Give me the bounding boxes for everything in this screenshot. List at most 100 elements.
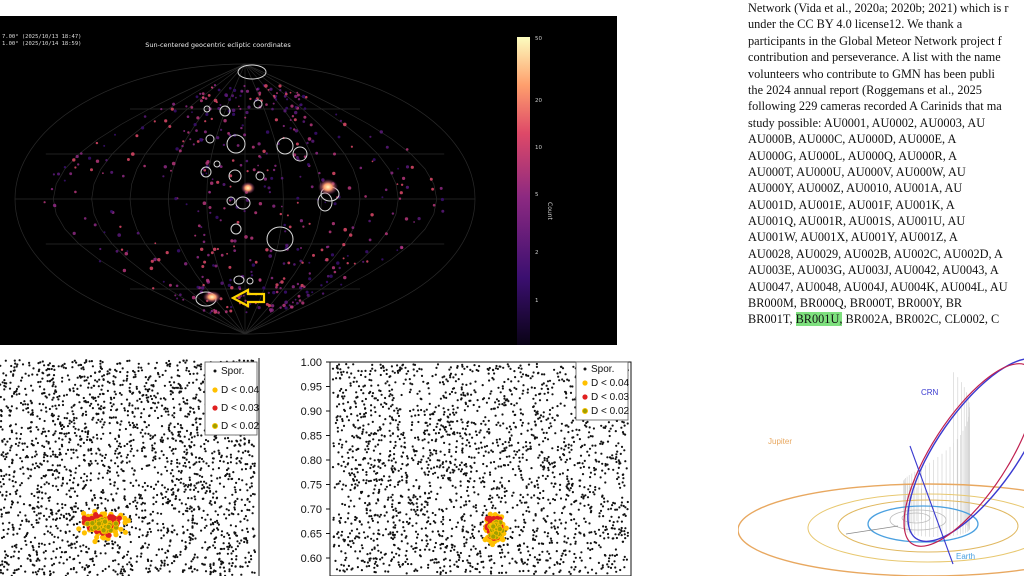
sporadic-point xyxy=(527,559,529,561)
sporadic-point xyxy=(30,421,32,423)
radiant-point xyxy=(122,175,125,178)
colorbar-tick: 2 xyxy=(535,250,539,256)
sporadic-point xyxy=(90,479,92,481)
sporadic-point xyxy=(373,450,375,452)
sporadic-point xyxy=(9,438,11,440)
radiant-point xyxy=(332,222,335,225)
sporadic-point xyxy=(527,494,529,496)
sporadic-point xyxy=(196,429,198,431)
sporadic-point xyxy=(74,432,76,434)
sporadic-point xyxy=(157,512,159,514)
radiant-point xyxy=(212,178,214,180)
sporadic-point xyxy=(1,515,3,517)
sporadic-point xyxy=(84,380,86,382)
sporadic-point xyxy=(460,485,462,487)
sporadic-point xyxy=(615,430,617,432)
sporadic-point xyxy=(621,521,623,523)
sporadic-point xyxy=(188,382,190,384)
sporadic-point xyxy=(56,518,58,520)
sporadic-point xyxy=(52,485,54,487)
radiant-point xyxy=(290,105,293,108)
sporadic-point xyxy=(223,536,225,538)
sporadic-point xyxy=(173,407,175,409)
sporadic-point xyxy=(406,455,408,457)
sporadic-point xyxy=(367,521,369,523)
radiant-point xyxy=(239,108,241,110)
sporadic-point xyxy=(149,528,151,530)
radiant-point xyxy=(194,123,197,126)
sporadic-point xyxy=(203,481,205,483)
radiant-point xyxy=(362,261,364,263)
sporadic-point xyxy=(428,387,430,389)
sporadic-point xyxy=(585,426,587,428)
sporadic-point xyxy=(475,507,477,509)
sporadic-point xyxy=(524,522,526,524)
sporadic-point xyxy=(593,467,595,469)
radiant-point xyxy=(311,140,314,143)
sporadic-point xyxy=(426,535,428,537)
sporadic-point xyxy=(119,452,121,454)
sporadic-point xyxy=(428,471,430,473)
sporadic-point xyxy=(43,446,45,448)
sporadic-point xyxy=(63,433,65,435)
sporadic-point xyxy=(584,444,586,446)
sporadic-point xyxy=(117,507,119,509)
sporadic-point xyxy=(198,408,200,410)
sporadic-point xyxy=(78,429,80,431)
sporadic-point xyxy=(536,558,538,560)
sporadic-point xyxy=(613,521,615,523)
sporadic-point xyxy=(71,410,73,412)
sporadic-point xyxy=(229,475,231,477)
sporadic-point xyxy=(370,414,372,416)
sporadic-point xyxy=(480,423,482,425)
sporadic-point xyxy=(367,561,369,563)
sporadic-point xyxy=(559,489,561,491)
sporadic-point xyxy=(173,381,175,383)
sporadic-point xyxy=(474,443,476,445)
legend-label: D < 0.02 xyxy=(221,421,260,432)
radiant-point xyxy=(144,115,147,118)
sporadic-point xyxy=(147,379,149,381)
radiant-point xyxy=(292,115,294,117)
sporadic-point xyxy=(91,396,93,398)
sporadic-point xyxy=(185,369,187,371)
sporadic-point xyxy=(186,403,188,405)
sporadic-point xyxy=(126,554,128,556)
sporadic-point xyxy=(102,477,104,479)
radiant-point xyxy=(326,246,329,249)
sporadic-point xyxy=(627,532,629,534)
sporadic-point xyxy=(609,456,611,458)
sporadic-point xyxy=(578,509,580,511)
sporadic-point xyxy=(254,551,256,553)
sporadic-point xyxy=(117,544,119,546)
sporadic-point xyxy=(28,362,30,364)
sporadic-point xyxy=(407,563,409,565)
sporadic-point xyxy=(39,403,41,405)
sporadic-point xyxy=(447,421,449,423)
sporadic-point xyxy=(520,470,522,472)
sporadic-point xyxy=(181,540,183,542)
radiant-point xyxy=(164,119,167,122)
sporadic-point xyxy=(616,451,618,453)
sporadic-point xyxy=(38,559,40,561)
radiant-point xyxy=(314,132,317,135)
radiant-point xyxy=(174,197,177,200)
sporadic-point xyxy=(51,414,53,416)
sporadic-point xyxy=(343,425,345,427)
sporadic-point xyxy=(194,366,196,368)
sporadic-point xyxy=(38,543,40,545)
sporadic-point xyxy=(491,497,493,499)
radiant-point xyxy=(296,92,298,94)
radiant-point xyxy=(255,261,258,264)
sporadic-point xyxy=(570,449,572,451)
sporadic-point xyxy=(177,387,179,389)
radiant-point xyxy=(298,295,301,298)
sporadic-point xyxy=(416,506,418,508)
sporadic-point xyxy=(36,374,38,376)
sporadic-point xyxy=(359,464,361,466)
sporadic-point xyxy=(78,401,80,403)
radiant-point xyxy=(220,282,223,285)
sporadic-point xyxy=(464,520,466,522)
sporadic-point xyxy=(141,468,143,470)
sporadic-point xyxy=(133,416,135,418)
